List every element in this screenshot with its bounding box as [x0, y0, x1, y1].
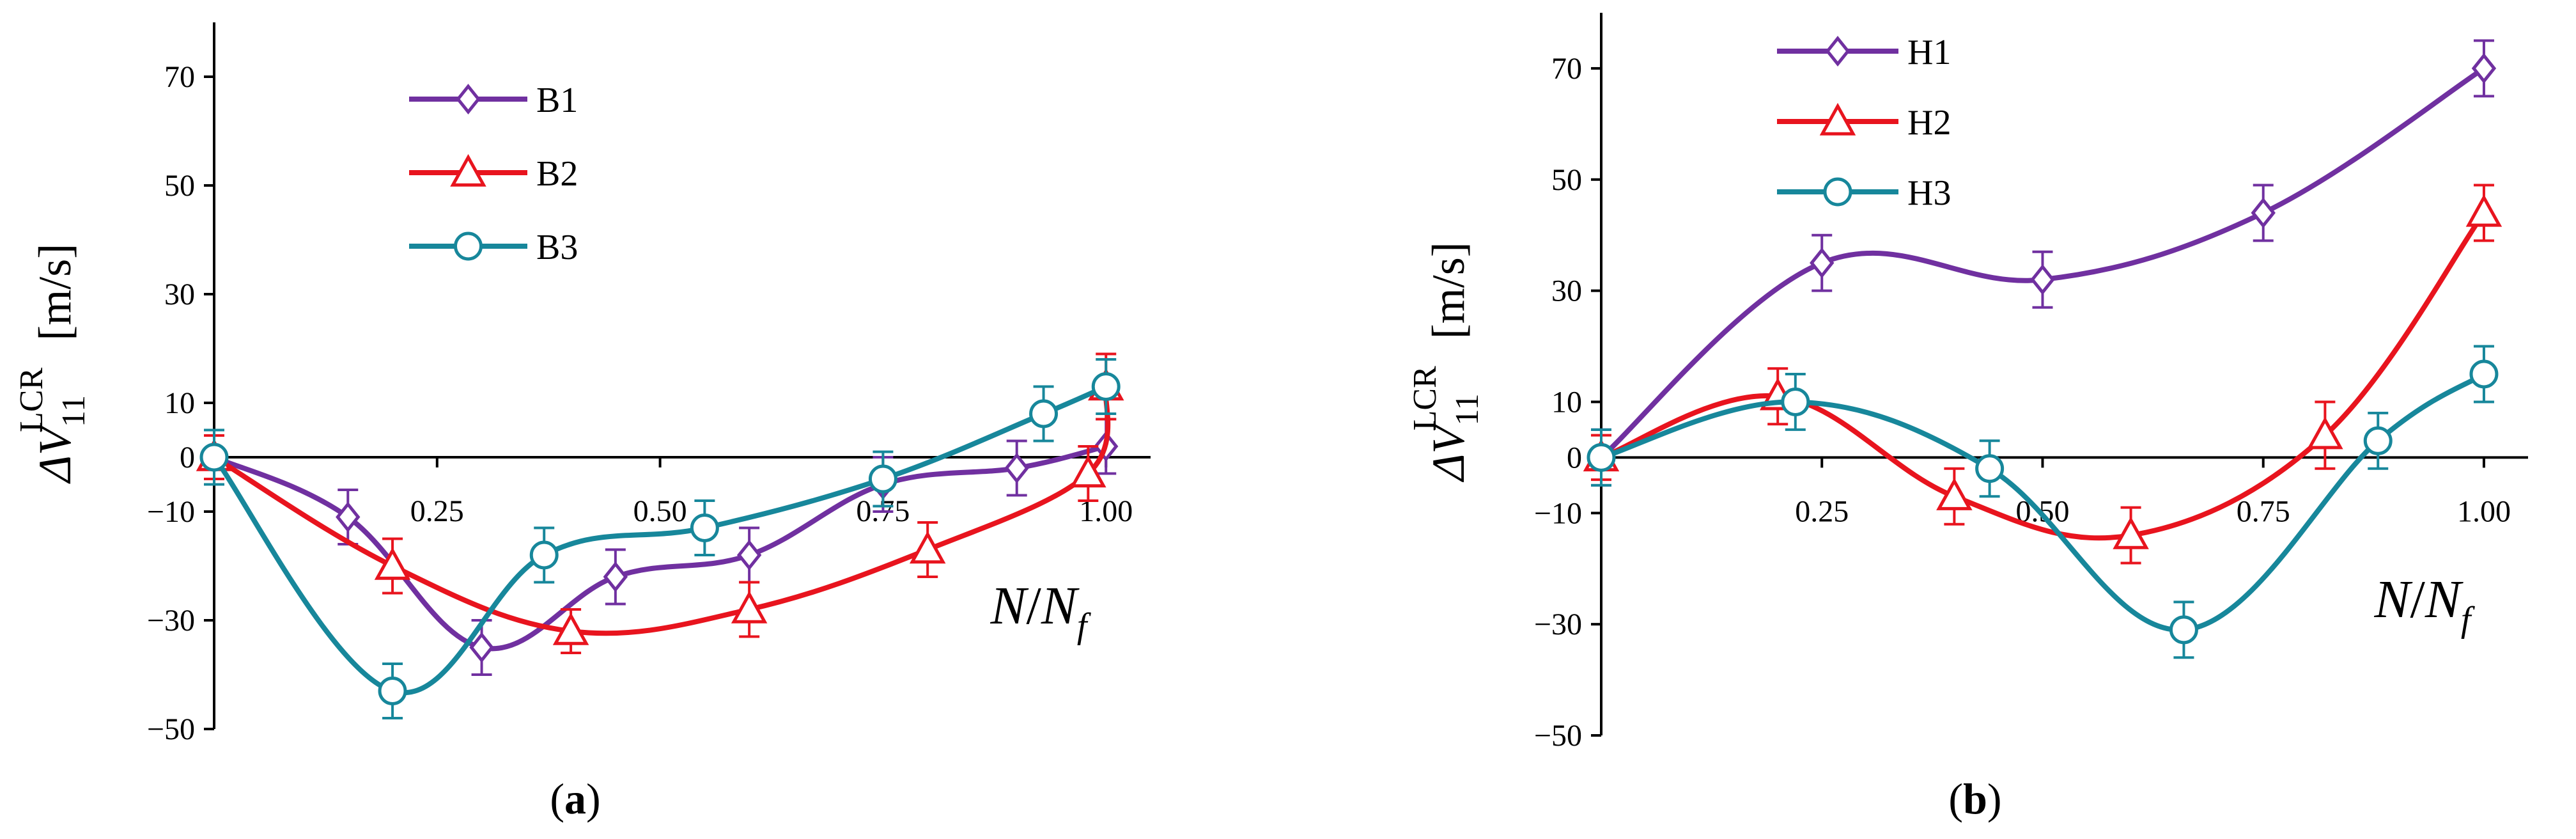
data-point-B3 — [690, 514, 719, 542]
data-point-B3 — [1029, 399, 1059, 428]
y-tick-label: 30 — [164, 278, 195, 311]
x-tick-label: 0.25 — [1795, 494, 1849, 528]
y-tick-label: −30 — [1534, 608, 1582, 641]
y-tick-label: 30 — [1551, 274, 1582, 308]
data-point-H3 — [1781, 387, 1810, 416]
y-tick-label: 70 — [1551, 52, 1582, 86]
data-point-B2 — [374, 547, 411, 580]
data-point-B3 — [378, 677, 407, 705]
y-tick-label: 0 — [1567, 441, 1582, 474]
legend-label: B1 — [536, 81, 578, 120]
y-tick-label: 50 — [1551, 163, 1582, 197]
legend-marker — [1819, 102, 1856, 136]
legend-entry-H3: H3 — [1777, 173, 1951, 213]
data-point-H2 — [2307, 416, 2343, 450]
data-point-B3 — [1091, 372, 1121, 401]
data-point-B2 — [1070, 455, 1106, 488]
y-tick-label: −50 — [147, 712, 195, 746]
legend-entry-B2: B2 — [409, 153, 578, 194]
data-point-H1 — [2251, 197, 2276, 228]
panel-label: (b) — [1948, 774, 2001, 823]
data-point-B3 — [199, 443, 229, 472]
data-point-H2 — [2113, 516, 2149, 549]
data-point-B1 — [1004, 452, 1029, 484]
y-tick-label: 10 — [1551, 385, 1582, 419]
data-point-B1 — [603, 561, 628, 593]
y-tick-label: 10 — [164, 386, 195, 420]
data-point-B1 — [736, 539, 762, 571]
y-tick-label: −50 — [1534, 719, 1582, 753]
data-point-B1 — [336, 501, 361, 533]
series-B3 — [199, 358, 1121, 719]
data-point-H1 — [2030, 264, 2055, 295]
data-point-B3 — [529, 540, 559, 570]
data-point-H2 — [2465, 194, 2502, 227]
legend-entry-H1: H1 — [1777, 33, 1951, 72]
data-point-H1 — [2471, 52, 2497, 84]
y-tick-label: 70 — [164, 60, 195, 94]
data-point-B1 — [469, 632, 494, 663]
legend-entry-B3: B3 — [409, 228, 578, 267]
legend-entry-B1: B1 — [409, 81, 578, 120]
x-tick-label: 0.50 — [633, 494, 687, 528]
series-H1 — [1588, 39, 2497, 487]
y-tick-label: −10 — [147, 495, 195, 529]
x-tick-label: 1.00 — [2457, 494, 2511, 528]
data-point-H3 — [2469, 359, 2499, 389]
x-axis-label: N/Nf — [2374, 570, 2476, 639]
legend-label: B2 — [536, 154, 578, 194]
data-point-B2 — [909, 531, 946, 564]
legend-marker — [1823, 177, 1852, 207]
y-axis-label: ΔV11LCR [m/s] — [13, 244, 92, 484]
series-line-B3 — [212, 384, 1109, 696]
data-point-B3 — [868, 464, 897, 494]
legend-marker — [454, 231, 483, 261]
chart-panel-a: −50−30−100103050700.250.500.751.00B1B2B3… — [13, 22, 1151, 823]
y-axis-label: ΔV11LCR [m/s] — [1407, 242, 1486, 482]
data-point-B2 — [731, 590, 768, 623]
y-tick-label: −10 — [1534, 496, 1582, 530]
y-tick-label: 0 — [180, 441, 195, 474]
series-H3 — [1587, 345, 2499, 659]
x-tick-label: 0.75 — [2237, 494, 2290, 528]
data-point-H1 — [1810, 247, 1835, 279]
data-point-H3 — [1587, 443, 1616, 472]
data-point-H3 — [2363, 426, 2393, 455]
data-point-H3 — [2169, 615, 2198, 645]
data-point-B2 — [552, 612, 589, 645]
legend-label: H3 — [1907, 173, 1951, 213]
series-line-B2 — [212, 384, 1111, 636]
y-tick-label: −30 — [147, 604, 195, 638]
legend-marker — [456, 83, 481, 115]
legend-marker — [450, 153, 486, 187]
legend-label: H2 — [1907, 103, 1951, 143]
y-tick-label: 50 — [164, 169, 195, 203]
data-point-H3 — [1975, 454, 2005, 483]
legend-label: B3 — [536, 228, 578, 267]
legend-label: H1 — [1907, 33, 1951, 72]
data-point-H2 — [1936, 478, 1973, 510]
panel-label: (a) — [550, 774, 600, 823]
series-line-B1 — [212, 444, 1109, 652]
legend-entry-H2: H2 — [1777, 102, 1951, 143]
x-axis-label: N/Nf — [990, 576, 1092, 646]
x-tick-label: 0.25 — [410, 494, 464, 528]
legend-marker — [1825, 35, 1851, 67]
